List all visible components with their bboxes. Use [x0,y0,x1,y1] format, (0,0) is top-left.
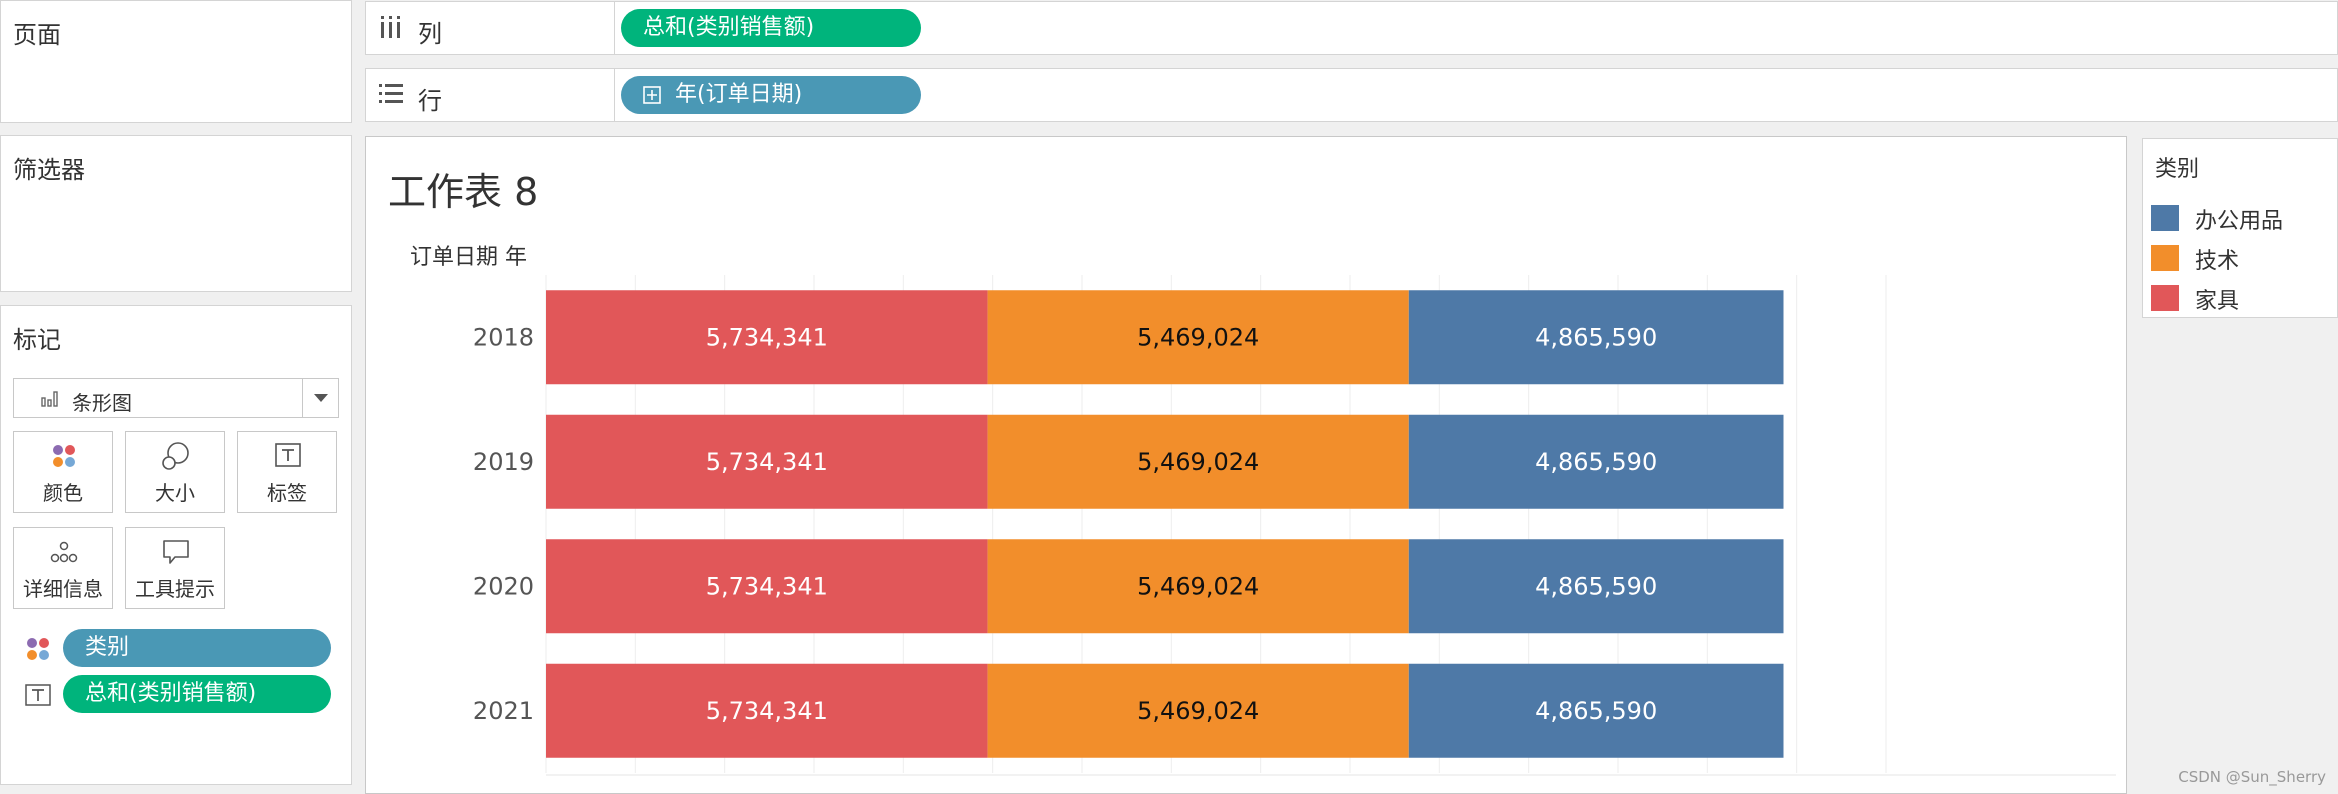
shelf-divider [614,69,615,121]
legend-label: 技术 [2195,249,2240,274]
mark-type-label: 条形图 [72,391,132,415]
legend-swatch [2151,205,2179,231]
bar-value-label: 5,469,024 [1137,572,1259,600]
detail-button[interactable]: 详细信息 [13,527,113,609]
pages-card[interactable]: 页面 [0,0,352,123]
size-circles-icon [162,442,189,470]
bar-value-label: 5,734,341 [706,697,828,725]
detail-dots-icon [50,541,78,563]
size-button[interactable]: 大小 [125,431,225,513]
columns-shelf[interactable]: 列 总和(类别销售额) [365,1,2338,55]
category-color-pill[interactable]: 类别 [63,629,331,667]
bar-segment[interactable] [1408,539,1784,634]
row-header-label: 2018 [473,323,534,351]
bar-segment[interactable] [546,539,988,634]
tooltip-button-label: 工具提示 [135,577,215,601]
chevron-down-icon[interactable] [302,379,338,417]
bar-value-label: 4,865,590 [1535,697,1657,725]
color-dots-icon [27,638,49,660]
label-button[interactable]: 标签 [237,431,337,513]
row-header-label: 2019 [473,448,534,476]
sheet-title[interactable]: 工作表 8 [388,170,539,214]
bar-segment[interactable] [1408,414,1784,509]
bar-value-label: 4,865,590 [1535,323,1657,351]
tooltip-button[interactable]: 工具提示 [125,527,225,609]
detail-button-label: 详细信息 [23,577,103,601]
bar-segment[interactable] [1408,290,1784,385]
legend-label: 办公用品 [2195,209,2284,234]
bar-value-label: 5,469,024 [1137,697,1259,725]
bar-segment[interactable] [546,414,988,509]
color-button[interactable]: 颜色 [13,431,113,513]
marks-card-title: 标记 [13,326,61,354]
legend-title: 类别 [2155,157,2200,182]
rows-shelf-label: 行 [418,87,442,115]
columns-pill-sales[interactable]: 总和(类别销售额) [621,9,921,47]
rows-pill-label: 年(订单日期) [675,82,803,107]
row-header-title[interactable]: 订单日期 年 [410,245,527,270]
filters-card[interactable]: 筛选器 [0,135,352,292]
columns-icon [381,16,400,38]
bar-segment[interactable] [987,663,1409,758]
bar-segment[interactable] [1408,663,1784,758]
mark-type-dropdown[interactable]: 条形图 [13,378,339,418]
text-label-icon [275,443,301,467]
color-button-label: 颜色 [43,481,83,505]
rows-pill-year[interactable]: 年(订单日期) [621,76,921,114]
bar-value-label: 5,734,341 [706,323,828,351]
bar-segment[interactable] [987,290,1409,385]
label-button-label: 标签 [267,481,307,505]
bar-value-label: 5,469,024 [1137,323,1259,351]
watermark: CSDN @Sun_Sherry [2178,768,2326,786]
bar-chart-icon [41,391,58,407]
row-header-label: 2020 [473,572,534,600]
size-button-label: 大小 [155,481,195,505]
sales-label-pill[interactable]: 总和(类别销售额) [63,675,331,713]
pages-card-title: 页面 [13,21,61,49]
row-header-label: 2021 [473,697,534,725]
bar-value-label: 5,469,024 [1137,448,1259,476]
color-legend: 类别 办公用品 技术 家具 [2142,138,2338,318]
marks-card: 标记 条形图 颜色 大小 [0,305,352,785]
bar-value-label: 5,734,341 [706,572,828,600]
rows-shelf[interactable]: 行 年(订单日期) [365,68,2338,122]
shelf-divider [614,2,615,54]
columns-shelf-label: 列 [418,20,442,48]
bar-segment[interactable] [987,414,1409,509]
bar-segment[interactable] [546,290,988,385]
bar-value-label: 5,734,341 [706,448,828,476]
color-dots-icon [53,445,75,467]
legend-swatch [2151,245,2179,271]
bar-segment[interactable] [546,663,988,758]
legend-swatch [2151,285,2179,311]
stacked-bar-chart: 2018 5,734,341 5,469,024 4,865,590 2019 5,734… [473,275,2116,776]
text-label-icon [25,684,51,706]
tooltip-bubble-icon [163,540,189,564]
legend-label: 家具 [2195,289,2240,314]
worksheet-view[interactable]: 工作表 8 订单日期 年 2018 5,734,341 5,469,024 4,865… [365,136,2127,794]
bar-value-label: 4,865,590 [1535,572,1657,600]
rows-icon [379,84,403,103]
expand-plus-icon[interactable] [643,86,661,104]
filters-card-title: 筛选器 [13,156,85,184]
bar-value-label: 4,865,590 [1535,448,1657,476]
bar-segment[interactable] [987,539,1409,634]
